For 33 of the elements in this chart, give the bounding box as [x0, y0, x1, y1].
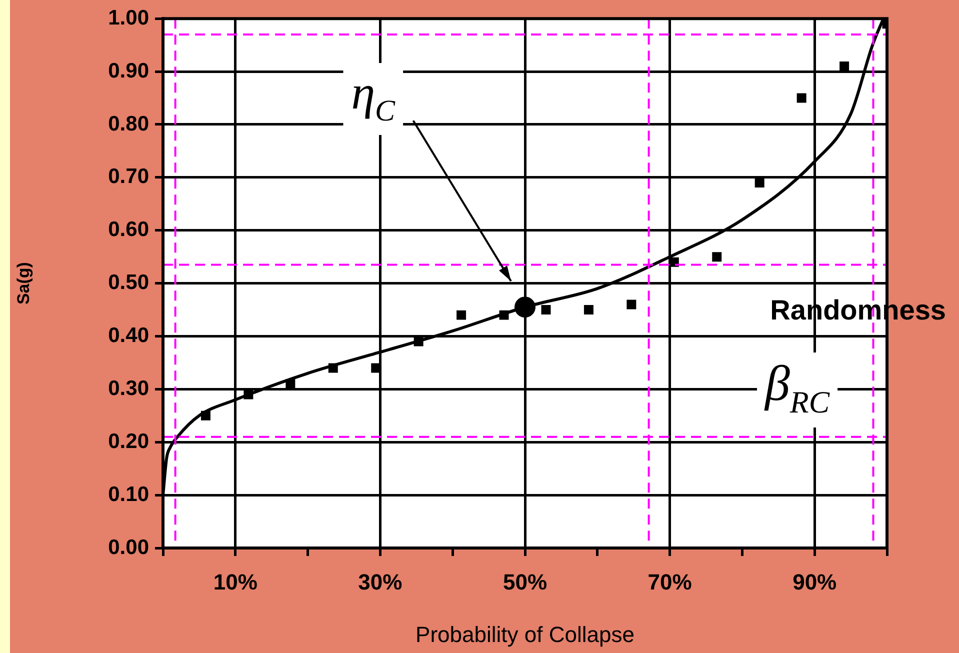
y-tick-label: 0.50 [108, 271, 149, 294]
point [286, 379, 296, 389]
point [626, 300, 636, 310]
point [840, 62, 850, 71]
point [244, 390, 254, 400]
y-tick-label: 1.00 [108, 6, 149, 30]
y-tick-label: 0.40 [108, 324, 149, 348]
point [414, 336, 424, 346]
point [514, 296, 536, 318]
point [456, 310, 466, 320]
point [499, 310, 509, 320]
point [754, 178, 764, 188]
y-tick-label: 0.30 [108, 376, 149, 400]
y-axis-title: Sa(g) [14, 262, 33, 305]
y-tick-label: 0.20 [108, 430, 149, 453]
x-tick-label: 50% [502, 569, 548, 594]
x-tick-label: 90% [792, 569, 837, 594]
point [328, 363, 338, 373]
y-tick-label: 0.90 [108, 59, 149, 82]
point [584, 305, 594, 315]
point [541, 305, 551, 315]
x-tick-label: 70% [648, 569, 692, 594]
y-tick-label: 0.00 [108, 536, 149, 559]
point [200, 410, 210, 420]
x-tick-label: 30% [358, 569, 402, 594]
point [796, 93, 806, 103]
y-tick-label: 0.70 [108, 165, 149, 188]
point [712, 252, 722, 262]
y-tick-label: 0.80 [108, 112, 149, 136]
y-tick-label: 0.10 [108, 482, 149, 506]
x-tick-label: 10% [213, 569, 258, 594]
x-axis-title: Probability of Collapse [416, 622, 634, 647]
y-tick-label: 0.60 [108, 218, 149, 242]
